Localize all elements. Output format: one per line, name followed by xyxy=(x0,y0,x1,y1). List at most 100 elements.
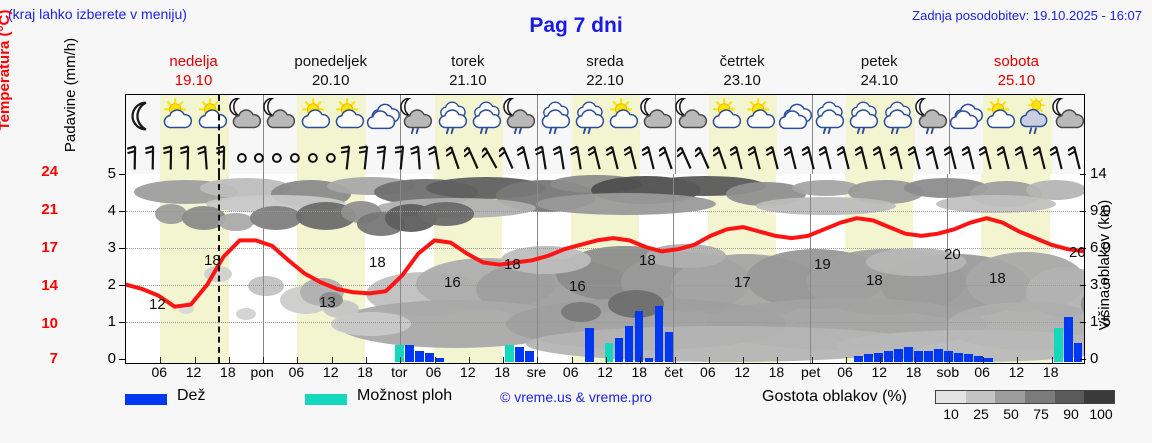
x-tick-mark xyxy=(434,357,436,363)
temperature-value-label: 18 xyxy=(866,272,883,289)
cloud-density-field xyxy=(134,175,1084,362)
temp-tick-17: 17 xyxy=(41,239,58,256)
sun-cloud-icon xyxy=(158,98,196,136)
cloud-rain-icon xyxy=(878,98,916,136)
weather-icon-cell xyxy=(1017,95,1051,140)
weather-icon-cell xyxy=(366,95,401,140)
cloud-rain-icon xyxy=(844,98,882,136)
wind-barb xyxy=(1048,142,1068,172)
wind-barb xyxy=(710,142,731,172)
wind-barb xyxy=(304,142,322,172)
day-date: 23.10 xyxy=(723,72,761,89)
page-header: (kraj lahko izberete v meniju) Pag 7 dni… xyxy=(0,0,1152,46)
copyright-link[interactable]: © vreme.us & vreme.pro xyxy=(500,389,652,405)
day-separator xyxy=(674,140,676,174)
x-tick-label: 06 xyxy=(425,364,442,380)
precipitation-axis-title: Padavine (mm/h) xyxy=(62,37,79,153)
current-time-marker xyxy=(217,174,220,363)
wind-barb xyxy=(250,142,268,172)
day-name: ponedeljek xyxy=(294,53,367,70)
precip-tick-2: 2 xyxy=(107,276,116,293)
x-tick-label: 12 xyxy=(322,364,339,380)
moon-cloud-icon xyxy=(1050,98,1084,136)
precip-axis-tick-mark xyxy=(119,174,125,175)
day-column-ponedeljek: ponedeljek 20.10 xyxy=(262,52,399,94)
x-tick-mark xyxy=(743,357,745,363)
shower-bar xyxy=(605,343,614,362)
wind-barb xyxy=(977,142,997,172)
wind-barb xyxy=(162,142,180,172)
rain-bar xyxy=(974,356,983,362)
wind-barb xyxy=(674,142,695,172)
day-name: sreda xyxy=(586,53,624,70)
x-tick-label: pon xyxy=(250,364,274,380)
weather-icon-cell xyxy=(297,95,331,140)
rain-bar xyxy=(624,326,634,362)
x-tick-label: tor xyxy=(391,364,408,380)
temperature-axis-title: Temperatura (°C) xyxy=(0,9,13,131)
gridline-horizontal xyxy=(126,285,1084,286)
cloud-icon xyxy=(947,98,985,136)
day-separator xyxy=(811,140,813,174)
cloud-rain-icon xyxy=(433,98,471,136)
cloud-axis-tick-mark xyxy=(1080,322,1086,323)
gridline-horizontal xyxy=(126,211,1084,212)
wind-barb xyxy=(569,142,588,172)
day-name: nedelja xyxy=(169,53,218,70)
x-tick-mark xyxy=(640,357,642,363)
day-separator xyxy=(948,95,950,140)
x-tick-label: 18 xyxy=(768,364,785,380)
sun-cloud-icon xyxy=(981,98,1019,136)
rain-bar xyxy=(864,354,873,362)
x-tick-mark xyxy=(606,357,607,363)
x-tick-label: 06 xyxy=(562,364,579,380)
day-separator xyxy=(948,140,950,174)
day-separator xyxy=(673,174,675,363)
day-separator xyxy=(810,174,812,363)
precip-axis-tick-mark xyxy=(119,248,125,249)
x-axis-labels: 06 12 18 pon 06 12 18 tor 06 12 18 sre 06 12 18 čet 06 12… xyxy=(125,364,1085,382)
rain-bar xyxy=(634,311,644,362)
x-tick-mark xyxy=(537,357,539,363)
x-tick-label: 18 xyxy=(357,364,373,380)
wind-barb xyxy=(268,142,286,172)
moon-cloud-icon xyxy=(638,98,676,136)
temperature-value-label: 18 xyxy=(639,252,656,269)
wind-barb xyxy=(782,142,802,172)
x-tick-label: 12 xyxy=(597,364,613,380)
rain-swatch xyxy=(125,394,167,405)
day-separator xyxy=(947,174,949,363)
x-tick-label: 12 xyxy=(1008,364,1025,380)
shower-bar xyxy=(395,345,404,362)
cloud-density-tick: 50 xyxy=(1003,406,1019,422)
wind-barb xyxy=(853,142,873,172)
wind-barb xyxy=(478,142,500,172)
cloud-tick-3.5: 3.5 xyxy=(1090,276,1111,293)
x-tick-mark xyxy=(983,357,985,363)
showers-legend-label: Možnost ploh xyxy=(357,387,453,404)
precip-axis-tick-mark xyxy=(119,322,125,323)
precip-tick-0: 0 xyxy=(107,350,116,367)
moon-cloud-rain-icon xyxy=(501,98,539,136)
x-tick-mark xyxy=(708,357,710,363)
temperature-value-label: 20 xyxy=(1069,244,1085,261)
rain-bar xyxy=(984,358,993,362)
current-time-marker xyxy=(217,140,220,174)
moon-cloud-icon xyxy=(261,98,299,136)
day-column-četrtek: četrtek 23.10 xyxy=(674,52,811,94)
cloud-density-tick: 25 xyxy=(973,406,989,422)
cloud-density-step xyxy=(1025,391,1055,403)
precip-axis-tick-mark xyxy=(119,285,125,286)
rain-bar xyxy=(934,348,943,362)
wind-barb xyxy=(233,142,251,172)
cloud-density-tick: 10 xyxy=(943,406,959,422)
day-date: 24.10 xyxy=(860,72,899,89)
x-tick-mark xyxy=(366,357,367,363)
day-date: 19.10 xyxy=(174,72,213,89)
day-separator xyxy=(536,174,538,363)
shower-bar xyxy=(505,345,514,362)
weather-icon-cell xyxy=(743,95,777,140)
wind-barb xyxy=(375,142,393,172)
x-tick-mark xyxy=(297,357,299,363)
x-tick-label: 18 xyxy=(631,364,648,380)
